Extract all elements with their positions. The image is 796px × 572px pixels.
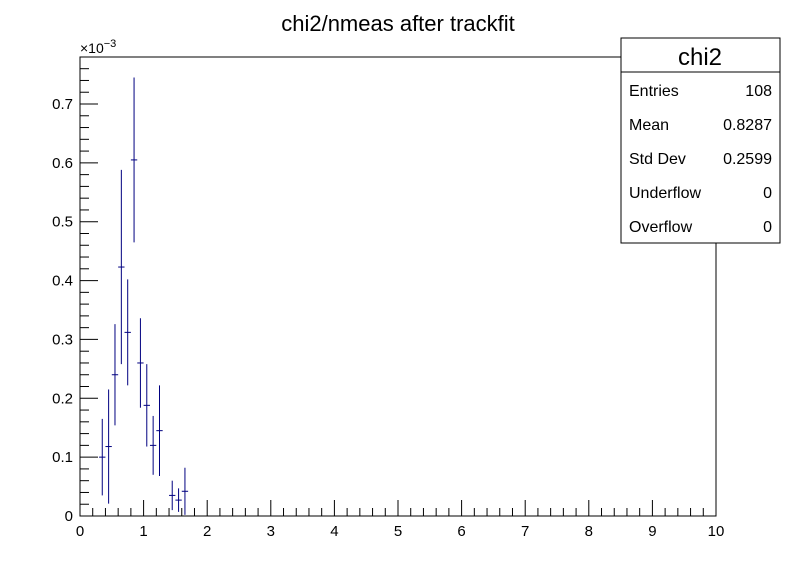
data-point	[169, 480, 176, 511]
stats-label: Std Dev	[629, 151, 686, 168]
x-axis-ticks	[79, 500, 717, 516]
data-point	[111, 324, 119, 426]
x-axis-tick-labels: 0 1 2 3 4 5 6 7 8 9 10	[76, 523, 725, 540]
y-axis-tick-labels: 0 0.1 0.2 0.3 0.4 0.5 0.6 0.7	[52, 96, 73, 525]
y-tick-label: 0.1	[52, 449, 73, 466]
data-point	[175, 488, 182, 512]
stats-label: Mean	[629, 117, 669, 134]
stats-label: Entries	[629, 83, 679, 100]
y-tick-label: 0.4	[52, 273, 73, 290]
x-tick-label: 5	[394, 523, 402, 540]
x-tick-label: 0	[76, 523, 84, 540]
x-tick-label: 3	[267, 523, 275, 540]
y-axis-ticks	[80, 68, 98, 517]
y-exponent-power: −3	[104, 38, 117, 50]
data-point	[99, 418, 106, 496]
data-point	[181, 467, 189, 515]
chart-title: chi2/nmeas after trackfit	[281, 11, 515, 36]
stats-title: chi2	[678, 44, 722, 71]
data-point	[105, 389, 112, 504]
x-tick-label: 1	[139, 523, 147, 540]
y-tick-label: 0.2	[52, 390, 73, 407]
stats-box: chi2 Entries 108 Mean 0.8287 Std Dev 0.2599 Un…	[620, 37, 781, 244]
data-point	[130, 77, 138, 243]
x-tick-label: 6	[457, 523, 465, 540]
x-tick-label: 7	[521, 523, 529, 540]
y-tick-label: 0.5	[52, 214, 73, 231]
data-point	[156, 385, 163, 476]
y-tick-label: 0.6	[52, 155, 73, 172]
x-tick-label: 8	[585, 523, 593, 540]
stats-rows: Entries 108 Mean 0.8287 Std Dev 0.2599 Underfl…	[629, 83, 772, 236]
stats-value: 108	[745, 83, 772, 100]
data-points	[99, 77, 189, 515]
stats-label: Overflow	[629, 219, 693, 236]
data-point	[118, 169, 125, 365]
y-exponent-label: ×10−3	[80, 38, 116, 56]
x-tick-label: 4	[330, 523, 338, 540]
x-tick-label: 10	[708, 523, 725, 540]
data-point	[137, 318, 144, 408]
data-point	[143, 364, 150, 447]
stats-value: 0.8287	[723, 117, 772, 134]
data-point	[149, 415, 157, 475]
y-tick-label: 0.3	[52, 331, 73, 348]
stats-value: 0	[763, 185, 772, 202]
x-tick-label: 9	[648, 523, 656, 540]
stats-value: 0.2599	[723, 151, 772, 168]
y-tick-label: 0	[65, 508, 73, 525]
y-tick-label: 0.7	[52, 96, 73, 113]
x-tick-label: 2	[203, 523, 211, 540]
stats-label: Underflow	[629, 185, 701, 202]
stats-value: 0	[763, 219, 772, 236]
data-point	[124, 279, 131, 386]
